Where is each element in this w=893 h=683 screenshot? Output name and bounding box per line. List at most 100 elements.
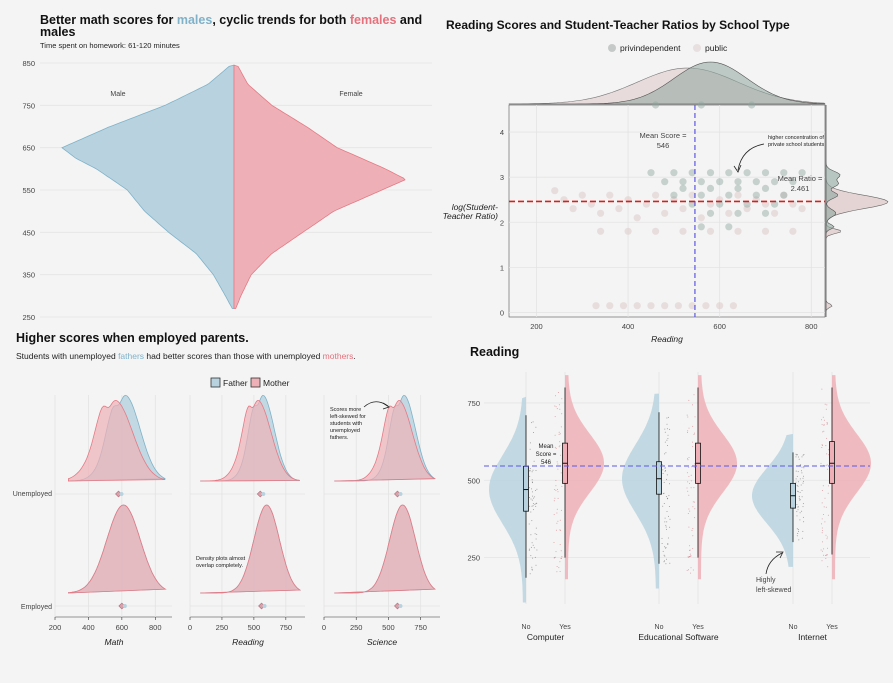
violin-ytick-250: 250: [22, 313, 35, 322]
raincloud-rain-no: [800, 484, 802, 486]
raincloud-rain-yes: [825, 534, 827, 536]
raincloud-rain-no: [532, 503, 534, 505]
panel3-subtitle: Students with unemployed fathers had bet…: [16, 351, 356, 361]
raincloud-rain-no: [531, 488, 533, 490]
raincloud-rain-no: [529, 475, 531, 477]
reading-note-2: overlap completely.: [196, 563, 243, 569]
raincloud-grid: 250 500 750: [467, 399, 870, 563]
raincloud-rain-no: [801, 470, 802, 472]
raincloud-rain-no: [799, 499, 800, 501]
raincloud-rain-yes: [560, 509, 562, 511]
mean-dot-father-employed: [398, 604, 403, 608]
panel3-subtitle-fathers: fathers: [118, 351, 144, 361]
raincloud-rain-no: [536, 549, 538, 551]
raincloud-rain-yes: [688, 526, 690, 528]
raincloud-rain-yes: [553, 542, 555, 543]
raincloud-rain-yes: [694, 517, 696, 519]
raincloud-group-label: Educational Software: [638, 632, 719, 642]
raincloud-rain-no: [801, 466, 803, 468]
raincloud-rain-yes: [689, 545, 691, 547]
facet-xtick-750: 750: [414, 623, 427, 632]
raincloud-rain-yes: [686, 414, 688, 416]
raincloud-rain-no: [666, 558, 667, 560]
raincloud-rain-no: [666, 423, 668, 425]
raincloud-rain-no: [801, 537, 803, 539]
raincloud-rain-yes: [693, 394, 695, 396]
raincloud-rain-no: [667, 445, 668, 446]
raincloud-rain-yes: [821, 550, 823, 552]
raincloud-rain-no: [801, 490, 803, 491]
raincloud-rain-no: [802, 480, 804, 482]
panel1-title-females: females: [350, 13, 397, 27]
raincloud-rain-no: [529, 468, 531, 470]
facet-xtick-250: 250: [350, 623, 363, 632]
raincloud-rain-no: [528, 487, 530, 489]
raincloud-rain-no: [664, 521, 666, 523]
raincloud-rain-yes: [687, 430, 689, 432]
raincloud-rain-no: [667, 416, 669, 418]
raincloud-rain-yes: [823, 424, 825, 426]
raincloud-rain-no: [662, 473, 664, 474]
raincloud-rain-yes: [822, 541, 823, 543]
raincloud-rain-yes: [561, 413, 563, 415]
mean-dot-father-unemployed: [261, 492, 266, 496]
raincloud-rain-yes: [559, 544, 561, 546]
raincloud-rain-no: [532, 557, 534, 559]
raincloud-rain-no: [796, 484, 798, 486]
panel1-title-line2: males: [40, 25, 75, 39]
panel1-y-ticks: 250 350 450 550 650 750 850: [22, 59, 35, 322]
scatter-point-privindependent-18: [771, 178, 779, 186]
raincloud-rain-no: [663, 503, 665, 504]
raincloud-rain-no: [532, 505, 534, 507]
raincloud-rain-yes: [689, 549, 691, 551]
raincloud-cloud-yes: [565, 375, 604, 580]
legend-father-label: Father: [223, 378, 248, 388]
raincloud-rain-no: [663, 481, 665, 483]
panel-ridgelines: Higher scores when employed parents. Stu…: [13, 331, 440, 647]
raincloud-rain-no: [666, 428, 668, 430]
raincloud-rain-no: [802, 482, 804, 484]
raincloud-rain-yes: [826, 423, 828, 425]
raincloud-rain-no: [797, 529, 799, 531]
ridge-mother-unemployed: [200, 399, 300, 482]
raincloud-rain-no: [532, 482, 533, 484]
raincloud-rain-no: [799, 478, 801, 480]
raincloud-note-1: Highly: [756, 577, 776, 584]
scatter-point-privindependent-29: [688, 200, 696, 208]
raincloud-rain-yes: [556, 508, 558, 510]
raincloud-rain-no: [531, 505, 533, 507]
scatter-point-privindependent-0: [652, 101, 660, 109]
raincloud-rain-yes: [554, 497, 556, 499]
scatter-point-privindependent-23: [761, 184, 770, 192]
raincloud-rain-no: [665, 547, 667, 549]
scatter-point-public-29: [624, 227, 632, 235]
scatter-point-public-7: [615, 205, 623, 213]
raincloud-rain-no: [798, 495, 800, 497]
raincloud-rain-no: [664, 428, 666, 430]
raincloud-rain-no: [529, 448, 531, 450]
raincloud-rain-yes: [690, 487, 692, 489]
raincloud-rain-yes: [688, 399, 690, 401]
raincloud-rain-no: [799, 499, 801, 501]
raincloud-rain-no: [664, 517, 666, 519]
raincloud-rain-no: [668, 506, 670, 507]
scatter-point-privindependent-21: [706, 184, 715, 192]
mean-score-label-2: 546: [657, 141, 670, 150]
scatter-point-privindependent-15: [716, 178, 724, 186]
raincloud-rain-yes: [557, 497, 559, 499]
raincloud-rain-yes: [559, 571, 561, 572]
legend-public-swatch: [693, 44, 701, 52]
raincloud-rain-no: [665, 524, 667, 526]
scatter-point-public-19: [725, 209, 733, 217]
raincloud-rain-no: [661, 543, 663, 544]
scatter-ytick-2: 2: [500, 218, 504, 227]
raincloud-rain-no: [536, 533, 538, 535]
raincloud-rain-no: [802, 503, 804, 505]
scatter-ytick-3: 3: [500, 173, 504, 182]
raincloud-rain-yes: [692, 569, 694, 571]
raincloud-rain-no: [798, 539, 800, 541]
raincloud-rain-yes: [558, 567, 560, 569]
raincloud-rain-yes: [688, 427, 690, 429]
raincloud-rain-no: [534, 556, 536, 558]
